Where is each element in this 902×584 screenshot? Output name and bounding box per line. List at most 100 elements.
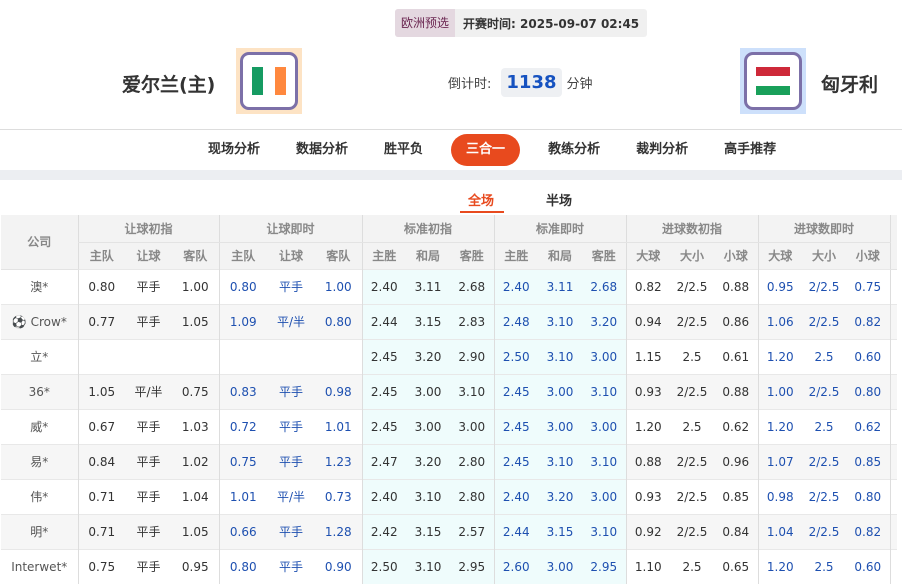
odds-cell[interactable]: 0.75	[854, 279, 882, 294]
odds-cell[interactable]: 0.93	[625, 374, 670, 409]
odds-cell[interactable]: 0.85	[846, 444, 890, 479]
odds-cell[interactable]: 平手	[267, 444, 315, 479]
odds-cell[interactable]: 0.75	[218, 444, 267, 479]
odds-cell[interactable]: 3.10	[582, 374, 626, 409]
odds-cell[interactable]: 3.10	[538, 304, 582, 339]
odds-cell[interactable]: 2.5	[814, 419, 834, 434]
odds-cell[interactable]: 3.10	[538, 444, 582, 479]
odds-cell[interactable]: 2.45	[361, 409, 406, 444]
odds-cell[interactable]: 2.80	[450, 479, 494, 514]
odds-cell[interactable]: 0.71	[77, 479, 125, 514]
odds-cell[interactable]: 平手	[136, 280, 161, 294]
odds-cell[interactable]: 2.68	[582, 269, 626, 304]
odds-cell[interactable]: 1.20	[757, 339, 802, 374]
odds-cell[interactable]: 3.20	[406, 444, 450, 479]
odds-cell[interactable]: 1.04	[181, 489, 209, 504]
odds-cell[interactable]: 2/2.5	[802, 304, 846, 339]
odds-cell[interactable]: 3.10	[406, 549, 450, 584]
league-badge[interactable]: 欧洲预选	[395, 9, 456, 37]
odds-cell[interactable]: 0.80	[218, 269, 267, 304]
odds-cell[interactable]: 0.82	[625, 269, 670, 304]
company-cell[interactable]: 36*	[1, 374, 78, 409]
odds-cell[interactable]: 1.20	[757, 409, 802, 444]
odds-cell[interactable]: 2/2.5	[808, 489, 840, 504]
odds-cell[interactable]: 0.72	[218, 409, 267, 444]
odds-cell[interactable]: 2.45	[493, 409, 538, 444]
company-cell[interactable]: Interwet*	[1, 549, 78, 584]
company-cell[interactable]: 易*	[1, 444, 78, 479]
odds-cell[interactable]: 0.83	[218, 374, 267, 409]
odds-cell[interactable]: 0.66	[218, 514, 267, 549]
odds-cell[interactable]: 2.45	[493, 374, 538, 409]
nav-tab-0[interactable]: 现场分析	[208, 142, 261, 157]
odds-cell[interactable]: 2.90	[450, 339, 494, 374]
odds-cell[interactable]: 2.44	[493, 514, 538, 549]
odds-cell[interactable]: 2.40	[493, 269, 538, 304]
company-cell[interactable]: 立*	[1, 339, 78, 374]
odds-cell[interactable]: 0.98	[757, 479, 802, 514]
odds-cell[interactable]: 1.10	[625, 549, 670, 584]
odds-cell[interactable]: 3.20	[538, 479, 582, 514]
odds-cell[interactable]: 1.01	[324, 419, 352, 434]
odds-cell[interactable]: 2/2.5	[670, 304, 714, 339]
odds-cell[interactable]: 0.84	[77, 444, 125, 479]
odds-cell[interactable]	[125, 339, 172, 374]
odds-cell[interactable]: 0.82	[846, 514, 890, 549]
odds-cell[interactable]: 3.11	[538, 269, 582, 304]
odds-cell[interactable]: 2.5	[814, 349, 834, 364]
odds-cell[interactable]: 平/半	[276, 490, 306, 504]
odds-cell[interactable]: 1.05	[172, 514, 219, 549]
odds-cell[interactable]: 平手	[278, 420, 303, 434]
odds-cell[interactable]	[267, 339, 315, 374]
odds-cell[interactable]: 3.00	[406, 409, 450, 444]
odds-cell[interactable]: 3.10	[582, 514, 626, 549]
odds-cell[interactable]: 0.84	[714, 514, 758, 549]
odds-cell[interactable]: 1.06	[757, 304, 802, 339]
odds-cell[interactable]: 3.00	[582, 479, 626, 514]
odds-cell[interactable]: 0.67	[77, 409, 125, 444]
odds-cell[interactable]: 0.82	[846, 304, 890, 339]
company-cell[interactable]: 威*	[1, 409, 78, 444]
odds-cell[interactable]: 2.83	[450, 304, 494, 339]
odds-cell[interactable]: 平手	[278, 280, 303, 294]
odds-cell[interactable]: 0.88	[625, 444, 670, 479]
odds-cell[interactable]: 1.15	[625, 339, 670, 374]
odds-cell[interactable]: 3.20	[406, 339, 450, 374]
nav-tab-5[interactable]: 裁判分析	[636, 142, 689, 157]
odds-cell[interactable]: 0.62	[854, 419, 882, 434]
odds-cell[interactable]: 2.5	[682, 559, 702, 574]
odds-cell[interactable]: 1.00	[757, 374, 802, 409]
odds-cell[interactable]: 0.80	[77, 269, 125, 304]
odds-cell[interactable]: 2.60	[493, 549, 538, 584]
odds-cell[interactable]: 2.80	[450, 444, 494, 479]
odds-cell[interactable]: 3.00	[450, 409, 494, 444]
odds-cell[interactable]: 3.10	[538, 339, 582, 374]
odds-cell[interactable]: 0.98	[315, 374, 362, 409]
odds-cell[interactable]: 3.00	[582, 339, 626, 374]
odds-cell[interactable]: 0.94	[625, 304, 670, 339]
odds-cell[interactable]: 0.86	[714, 304, 758, 339]
odds-cell[interactable]: 平手	[136, 490, 161, 504]
odds-cell[interactable]: 2/2.5	[670, 514, 714, 549]
odds-cell[interactable]: 1.02	[172, 444, 219, 479]
odds-cell[interactable]: 2.50	[361, 549, 406, 584]
company-cell[interactable]: ⚽ Crow*	[1, 304, 78, 339]
odds-cell[interactable]: 0.65	[722, 559, 750, 574]
odds-cell[interactable]: 平手	[267, 514, 315, 549]
odds-cell[interactable]: 2.45	[493, 444, 538, 479]
tab-full-time[interactable]: 全场	[468, 194, 495, 209]
odds-cell[interactable]: 平手	[136, 420, 161, 434]
odds-cell[interactable]: 2.40	[361, 269, 406, 304]
odds-cell[interactable]: 1.05	[77, 374, 125, 409]
odds-cell[interactable]: 1.03	[181, 419, 209, 434]
odds-cell[interactable]: 3.15	[406, 304, 450, 339]
odds-cell[interactable]	[315, 339, 362, 374]
odds-cell[interactable]: 平/半	[267, 304, 315, 339]
odds-cell[interactable]: 2.5	[814, 559, 834, 574]
odds-cell[interactable]: 2.68	[450, 269, 494, 304]
odds-cell[interactable]: 0.80	[218, 549, 267, 584]
odds-cell[interactable]: 0.93	[625, 479, 670, 514]
odds-cell[interactable]: 2/2.5	[802, 444, 846, 479]
odds-cell[interactable]: 2.95	[582, 549, 626, 584]
odds-cell[interactable]: 3.00	[538, 374, 582, 409]
